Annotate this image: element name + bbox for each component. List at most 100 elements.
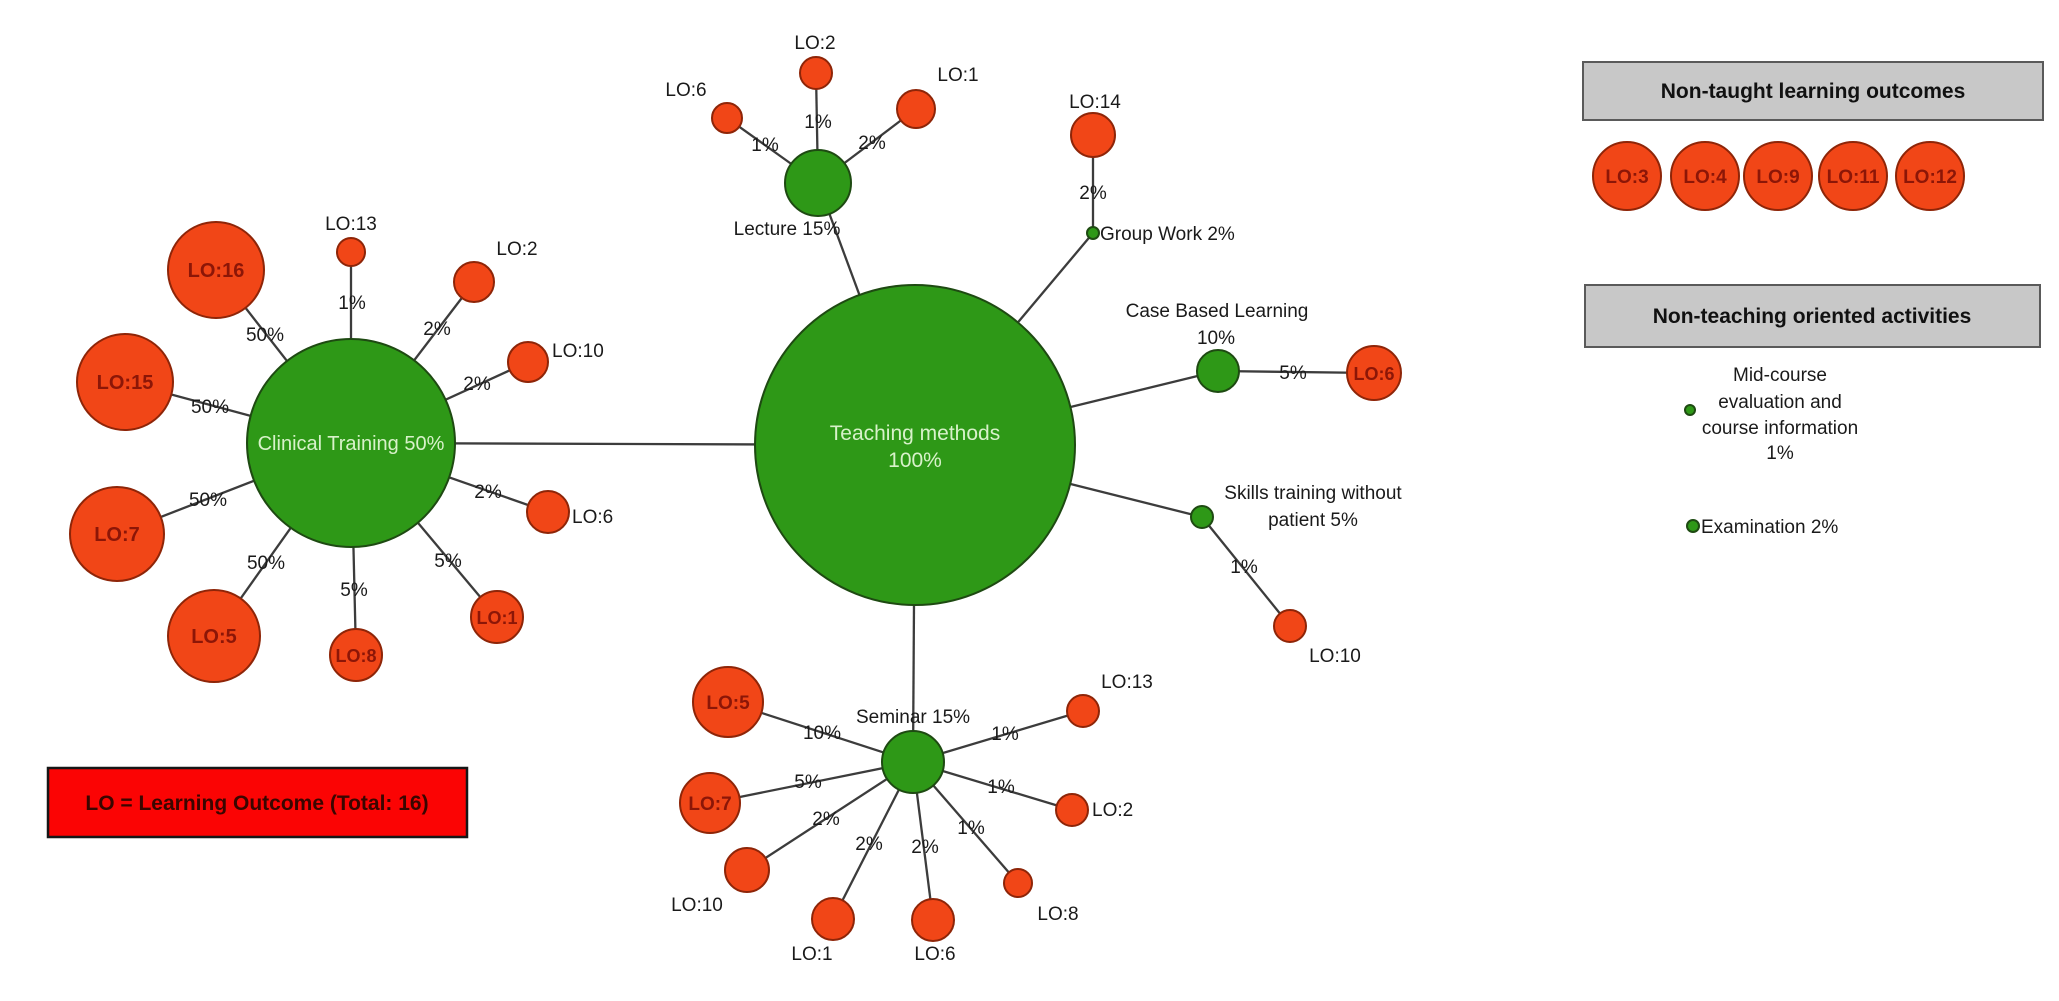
clinical-lo13-pct: 1% [338, 293, 366, 314]
skills-lo10-label: LO:10 [1309, 646, 1361, 667]
casebased-pct-label: 10% [1197, 328, 1235, 349]
edge-skills-lo10 [1201, 516, 1291, 627]
legend-node-lo3 [1592, 141, 1662, 211]
seminar-lo7-label: LO:7 [688, 794, 731, 815]
legend-lo12-label: LO:12 [1903, 167, 1957, 188]
non-taught-legend-box [1582, 61, 2044, 121]
legend-node-lo12 [1895, 141, 1965, 211]
teaching-methods-label-line2: 100% [888, 449, 942, 472]
node-clinical-lo1 [470, 590, 524, 644]
clinical-lo7-pct: 50% [189, 490, 227, 511]
clinical-lo10-pct: 2% [463, 374, 491, 395]
casebased-label: Case Based Learning [1126, 301, 1309, 322]
node-clinical-lo10 [507, 341, 549, 383]
seminar-lo13-label: LO:13 [1101, 672, 1153, 693]
clinical-lo16-pct: 50% [246, 325, 284, 346]
non-teaching-legend-box [1584, 284, 2041, 348]
non-teaching-legend-title: Non-teaching oriented activities [1653, 305, 1972, 328]
seminar-lo8-label: LO:8 [1037, 904, 1078, 925]
lo-key-label: LO = Learning Outcome (Total: 16) [85, 792, 428, 815]
examination-label: Examination 2% [1701, 517, 1838, 538]
seminar-lo2-pct: 1% [987, 777, 1015, 798]
legend-node-lo11 [1818, 141, 1888, 211]
node-seminar-lo2 [1055, 793, 1089, 827]
node-skills-training [1190, 505, 1214, 529]
seminar-lo8-pct: 1% [957, 818, 985, 839]
seminar-lo1-label: LO:1 [791, 944, 832, 965]
node-clinical-lo7 [69, 486, 165, 582]
non-taught-legend-title: Non-taught learning outcomes [1661, 80, 1966, 103]
lecture-label: Lecture 15% [734, 219, 841, 240]
clinical-lo1-pct: 5% [434, 551, 462, 572]
seminar-label: Seminar 15% [856, 707, 970, 728]
clinical-lo13-label: LO:13 [325, 214, 377, 235]
midcourse-label-line2: evaluation and [1718, 392, 1842, 413]
clinical-training-label: Clinical Training 50% [258, 433, 445, 455]
node-groupwork-lo14 [1070, 112, 1116, 158]
node-skills-lo10 [1273, 609, 1307, 643]
node-clinical-lo16 [167, 221, 265, 319]
edge-seminar-lo7 [709, 760, 914, 805]
node-group-work [1086, 226, 1100, 240]
clinical-lo2-label: LO:2 [496, 239, 537, 260]
node-case-based [1196, 349, 1240, 393]
node-lecture [784, 149, 852, 217]
seminar-lo5-label: LO:5 [706, 693, 750, 714]
node-examination-dot [1686, 519, 1700, 533]
node-lecture-lo2 [799, 56, 833, 90]
legend-lo4-label: LO:4 [1683, 167, 1727, 188]
node-seminar-lo8 [1003, 868, 1033, 898]
skills-label-line1: Skills training without [1224, 483, 1402, 504]
midcourse-label-line4: 1% [1766, 443, 1794, 464]
node-clinical-lo8 [329, 628, 383, 682]
clinical-lo8-pct: 5% [340, 580, 368, 601]
node-midcourse-dot [1684, 404, 1696, 416]
lecture-lo2-label: LO:2 [794, 33, 835, 54]
groupwork-label: Group Work 2% [1100, 224, 1235, 245]
clinical-lo5-pct: 50% [247, 553, 285, 574]
legend-node-lo4 [1670, 141, 1740, 211]
skills-label-line2: patient 5% [1268, 510, 1358, 531]
seminar-lo1-pct: 2% [855, 834, 883, 855]
node-seminar-lo6 [911, 898, 955, 942]
node-clinical-training [246, 338, 456, 548]
node-seminar-lo1 [811, 897, 855, 941]
midcourse-label-line1: Mid-course [1733, 365, 1827, 386]
seminar-lo10-pct: 2% [812, 809, 840, 830]
seminar-lo7-pct: 5% [794, 772, 822, 793]
lecture-lo6-pct: 1% [751, 135, 779, 156]
green-nodes [246, 149, 1700, 794]
teaching-methods-label-line1: Teaching methods [830, 422, 1000, 445]
legend-lo3-label: LO:3 [1605, 167, 1648, 188]
groupwork-lo14-label: LO:14 [1069, 92, 1121, 113]
lo-key-box [46, 766, 469, 839]
seminar-lo6-pct: 2% [911, 837, 939, 858]
groupwork-lo14-pct: 2% [1079, 183, 1107, 204]
node-clinical-lo15 [76, 333, 174, 431]
casebased-lo6-label: LO:6 [1353, 364, 1394, 384]
lecture-lo1-pct: 2% [858, 133, 886, 154]
node-lecture-lo6 [711, 102, 743, 134]
clinical-lo7-label: LO:7 [94, 524, 140, 546]
node-clinical-lo5 [167, 589, 261, 683]
clinical-lo16-label: LO:16 [188, 260, 245, 282]
node-seminar-lo5 [692, 666, 764, 738]
node-clinical-lo6 [526, 490, 570, 534]
edge-seminar-lo10 [746, 761, 914, 871]
seminar-lo10-label: LO:10 [671, 895, 723, 916]
legend-lo11-label: LO:11 [1827, 167, 1880, 188]
legend-node-lo9 [1743, 141, 1813, 211]
lecture-lo6-label: LO:6 [665, 80, 706, 101]
seminar-lo5-pct: 10% [803, 723, 841, 744]
node-clinical-lo13 [336, 237, 366, 267]
seminar-lo6-label: LO:6 [914, 944, 955, 965]
node-seminar-lo10 [724, 847, 770, 893]
node-casebased-lo6 [1346, 345, 1402, 401]
clinical-lo6-label: LO:6 [572, 507, 613, 528]
clinical-lo2-pct: 2% [423, 319, 451, 340]
node-seminar-lo7 [679, 772, 741, 834]
node-lecture-lo1 [896, 89, 936, 129]
lecture-lo1-label: LO:1 [937, 65, 978, 86]
